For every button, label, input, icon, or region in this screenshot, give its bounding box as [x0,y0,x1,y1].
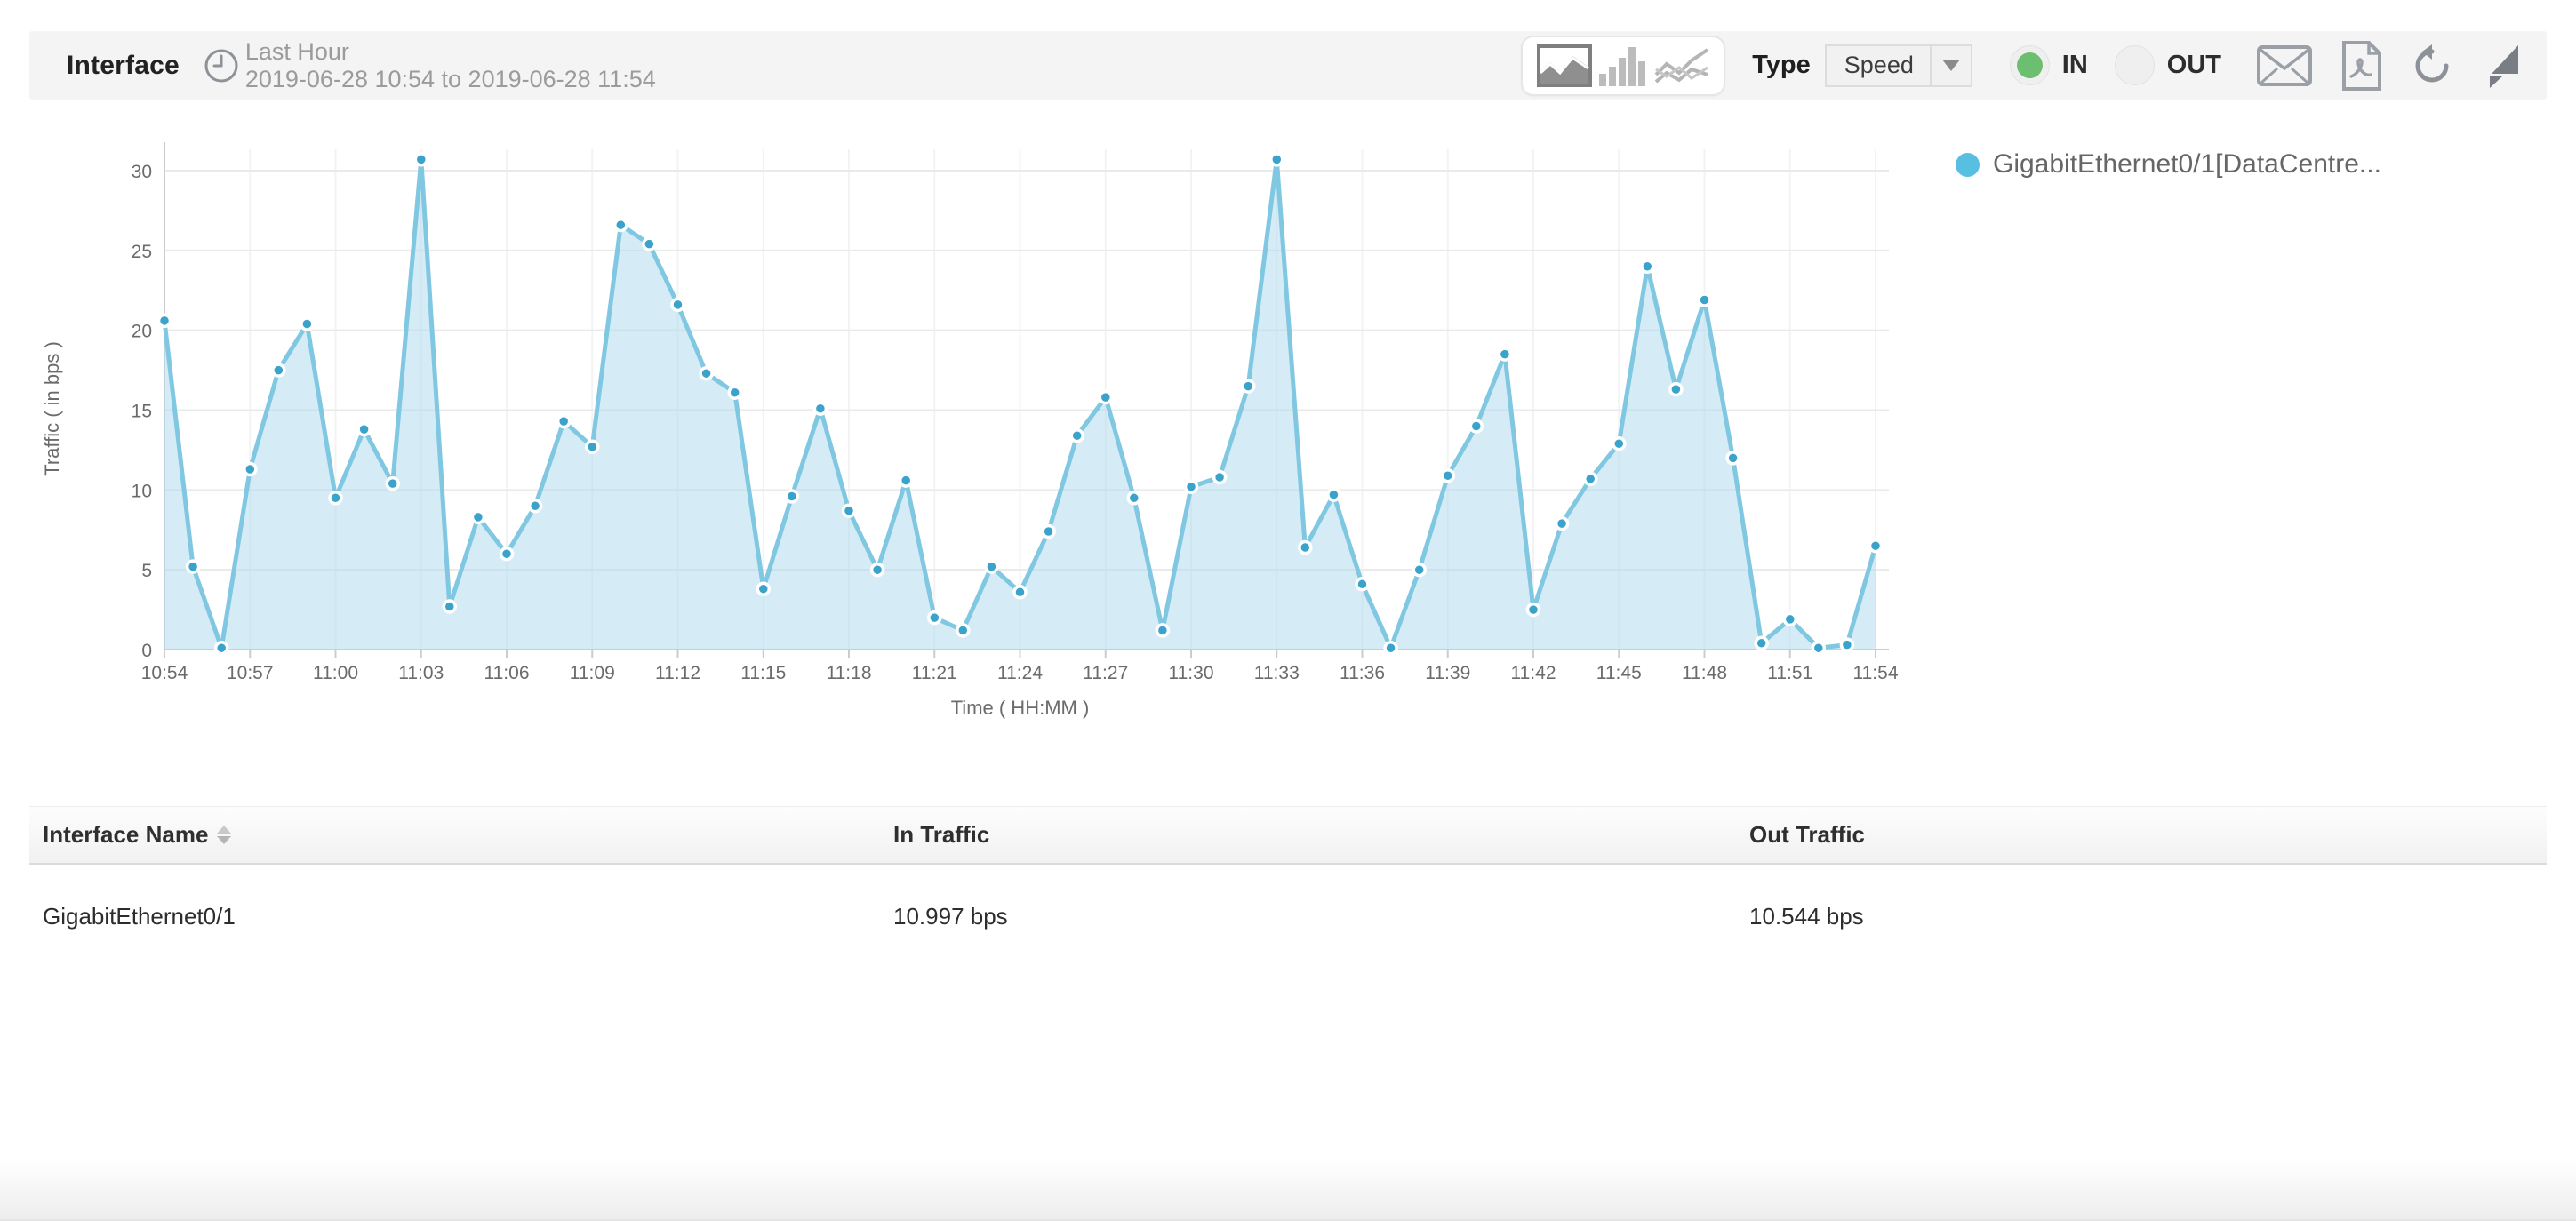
refresh-button[interactable] [2410,44,2454,88]
svg-text:11:15: 11:15 [740,663,786,683]
cell-in-traffic: 10.997 bps [893,902,1008,930]
svg-text:20: 20 [132,322,152,342]
header-controls: Type Speed IN OUT [1521,35,2522,96]
svg-text:11:24: 11:24 [997,663,1043,683]
column-header-label: Interface Name [43,821,209,848]
line-chart-icon [1654,47,1709,84]
period-range: 2019-06-28 10:54 to 2019-06-28 11:54 [244,65,656,92]
svg-text:11:21: 11:21 [912,663,957,683]
area-chart-button[interactable] [1535,43,1594,89]
area-chart-icon [1537,44,1593,87]
legend-item[interactable]: GigabitEthernet0/1[DataCentre... [1956,149,2381,180]
svg-text:11:03: 11:03 [398,663,444,683]
svg-text:30: 30 [132,162,152,182]
pin-icon [2490,44,2518,88]
table-header-row: Interface Name In Traffic Out Traffic [29,806,2547,865]
svg-text:11:51: 11:51 [1767,663,1812,683]
svg-text:11:09: 11:09 [570,663,615,683]
sort-icon[interactable] [217,826,232,844]
period-label: Last Hour [244,38,349,66]
svg-text:Traffic ( in bps ): Traffic ( in bps ) [41,341,63,476]
header-bar: Interface Last Hour 2019-06-28 10:54 to … [29,31,2547,100]
svg-text:25: 25 [132,242,152,262]
time-period-text: Last Hour 2019-06-28 10:54 to 2019-06-28… [245,38,656,92]
svg-text:10: 10 [132,481,152,501]
svg-text:11:33: 11:33 [1254,663,1300,683]
out-radio-label[interactable]: OUT [2166,51,2221,79]
pin-button[interactable] [2483,44,2522,88]
email-icon [2257,44,2312,86]
in-radio-label[interactable]: IN [2061,51,2088,79]
export-pdf-button[interactable] [2340,40,2381,91]
refresh-icon [2415,44,2449,82]
in-radio[interactable] [2009,45,2050,85]
chevron-down-icon [1941,60,1960,71]
chart-type-group [1521,35,1726,96]
svg-text:10:57: 10:57 [227,663,274,683]
interface-table: Interface Name In Traffic Out Traffic Gi… [29,806,2547,968]
table-row: GigabitEthernet0/1 10.997 bps 10.544 bps [29,865,2547,968]
clock-icon [204,49,238,82]
direction-in-option: IN [2009,45,2088,85]
bottom-fade [0,1159,2576,1221]
time-period: Last Hour 2019-06-28 10:54 to 2019-06-28… [203,38,656,92]
type-select-arrow[interactable] [1929,45,1971,85]
svg-text:Time ( HH:MM ): Time ( HH:MM ) [951,697,1090,719]
traffic-chart-svg[interactable]: 10:54 10:57 11:00 11:03 11:06 11:09 11:12 11:15… [36,124,1929,729]
svg-text:11:36: 11:36 [1340,663,1385,683]
cell-interface-name: GigabitEthernet0/1 [43,902,236,930]
svg-text:11:12: 11:12 [655,663,700,683]
svg-text:11:06: 11:06 [484,663,530,683]
bar-chart-button[interactable] [1594,43,1652,89]
cell-out-traffic: 10.544 bps [1749,902,1864,930]
column-header-in-traffic: In Traffic [893,821,990,848]
type-label: Type [1752,51,1811,79]
svg-text:11:30: 11:30 [1169,663,1214,683]
svg-text:11:18: 11:18 [827,663,872,683]
svg-text:11:54: 11:54 [1853,663,1899,683]
action-icons [2257,40,2522,91]
svg-text:15: 15 [132,402,152,422]
svg-text:11:27: 11:27 [1083,663,1128,683]
svg-text:5: 5 [141,561,152,581]
legend-label: GigabitEthernet0/1[DataCentre... [1993,149,2381,179]
email-button[interactable] [2257,44,2312,86]
type-select-value: Speed [1844,52,1914,78]
svg-text:11:39: 11:39 [1425,663,1470,683]
column-header-out-traffic: Out Traffic [1749,821,1866,848]
svg-text:10:54: 10:54 [141,663,188,683]
type-select[interactable]: Speed [1824,44,1972,87]
svg-text:11:42: 11:42 [1511,663,1556,683]
pdf-icon [2342,40,2381,91]
svg-text:0: 0 [141,641,152,661]
column-header-interface-name[interactable]: Interface Name [29,821,893,849]
direction-out-option: OUT [2114,45,2221,85]
svg-text:11:48: 11:48 [1682,663,1727,683]
legend-dot [1956,152,1980,177]
bar-chart-icon [1599,46,1646,86]
svg-text:11:00: 11:00 [313,663,358,683]
out-radio[interactable] [2114,45,2155,85]
svg-text:11:45: 11:45 [1596,663,1642,683]
in-radio-dot [2016,52,2043,78]
traffic-chart[interactable]: 10:54 10:57 11:00 11:03 11:06 11:09 11:12 11:15… [36,124,1929,729]
line-chart-button[interactable] [1652,43,1711,89]
page-title: Interface [67,50,180,80]
